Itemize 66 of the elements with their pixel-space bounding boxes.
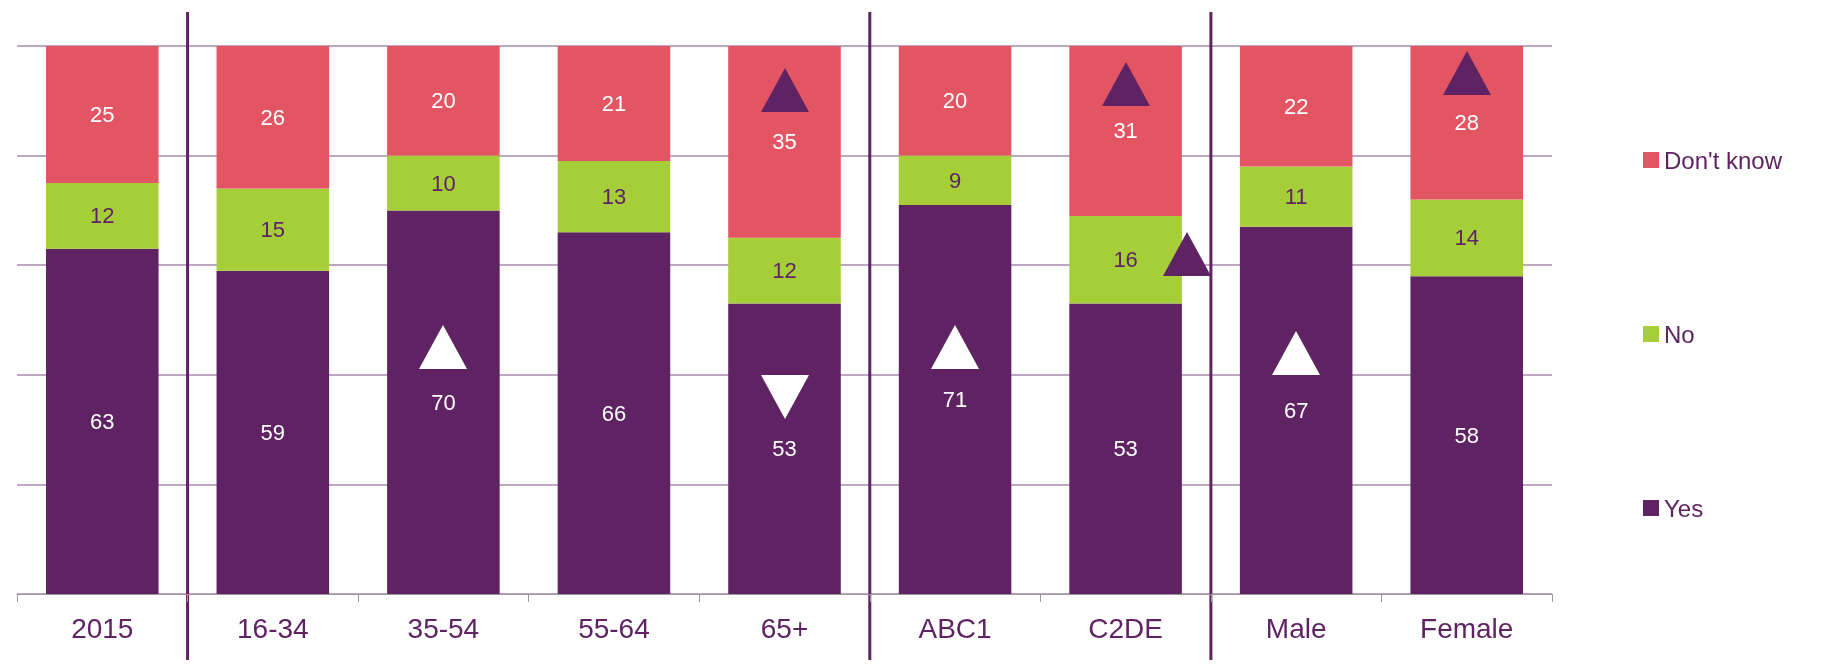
bar [1239, 226, 1353, 594]
bar [1069, 46, 1182, 216]
bar [1410, 199, 1524, 277]
data-label: 20 [431, 88, 456, 114]
data-label: 14 [1454, 225, 1479, 251]
x-tick-label: 55-64 [578, 612, 650, 644]
data-label: 31 [1113, 118, 1138, 144]
x-tick-label: Female [1420, 612, 1514, 644]
data-label: 66 [601, 400, 627, 426]
bar [387, 155, 500, 211]
data-label: 71 [942, 386, 968, 412]
bar [1410, 276, 1524, 594]
data-label: 59 [260, 419, 286, 445]
data-label: 13 [601, 184, 627, 210]
data-label: 53 [772, 436, 797, 462]
bar [898, 46, 1012, 156]
data-label: 12 [90, 203, 115, 229]
legend-label: Yes [1664, 494, 1704, 522]
data-label: 25 [90, 102, 115, 127]
bar [1069, 303, 1182, 594]
data-label: 20 [942, 88, 968, 114]
x-tick-label: Male [1265, 612, 1327, 644]
data-label: 21 [601, 91, 627, 117]
data-label: 9 [948, 167, 962, 193]
x-tick-label: 16-34 [237, 612, 309, 644]
bar [216, 188, 330, 271]
x-tick-label: 35-54 [407, 612, 480, 644]
bar [216, 46, 330, 189]
x-tick-label: 2015 [71, 612, 134, 644]
data-label: 53 [1113, 436, 1138, 462]
bar [1239, 46, 1353, 167]
x-tick-label: ABC1 [918, 612, 992, 644]
bar [728, 237, 841, 304]
data-label: 67 [1283, 397, 1309, 423]
bar [898, 155, 1012, 205]
data-label: 22 [1283, 93, 1309, 119]
data-label: 63 [90, 408, 115, 434]
bar [728, 303, 841, 594]
bar [1410, 46, 1524, 200]
bar [1239, 166, 1353, 227]
bar [45, 183, 159, 249]
data-label: 28 [1454, 110, 1479, 136]
bar [387, 46, 500, 156]
data-label: 16 [1113, 247, 1138, 273]
bar [216, 270, 330, 594]
data-label: 58 [1454, 422, 1479, 448]
data-label: 15 [260, 217, 286, 243]
bar [898, 204, 1012, 594]
data-label: 26 [260, 104, 286, 130]
data-label: 70 [431, 389, 456, 415]
bar [728, 46, 841, 238]
bar [45, 248, 159, 594]
legend-label: No [1664, 320, 1695, 348]
bar [45, 46, 159, 183]
bar [557, 161, 671, 233]
data-label: 11 [1284, 184, 1308, 210]
bar [557, 232, 671, 594]
bar [1069, 215, 1182, 304]
x-tick-label: C2DE [1088, 612, 1163, 644]
bar [557, 46, 671, 162]
data-label: 35 [772, 129, 797, 155]
legend-label: Don't know [1664, 146, 1783, 174]
data-label: 12 [772, 258, 797, 284]
x-tick-label: 65+ [760, 612, 809, 644]
bar [387, 210, 500, 594]
data-label: 10 [431, 170, 456, 196]
